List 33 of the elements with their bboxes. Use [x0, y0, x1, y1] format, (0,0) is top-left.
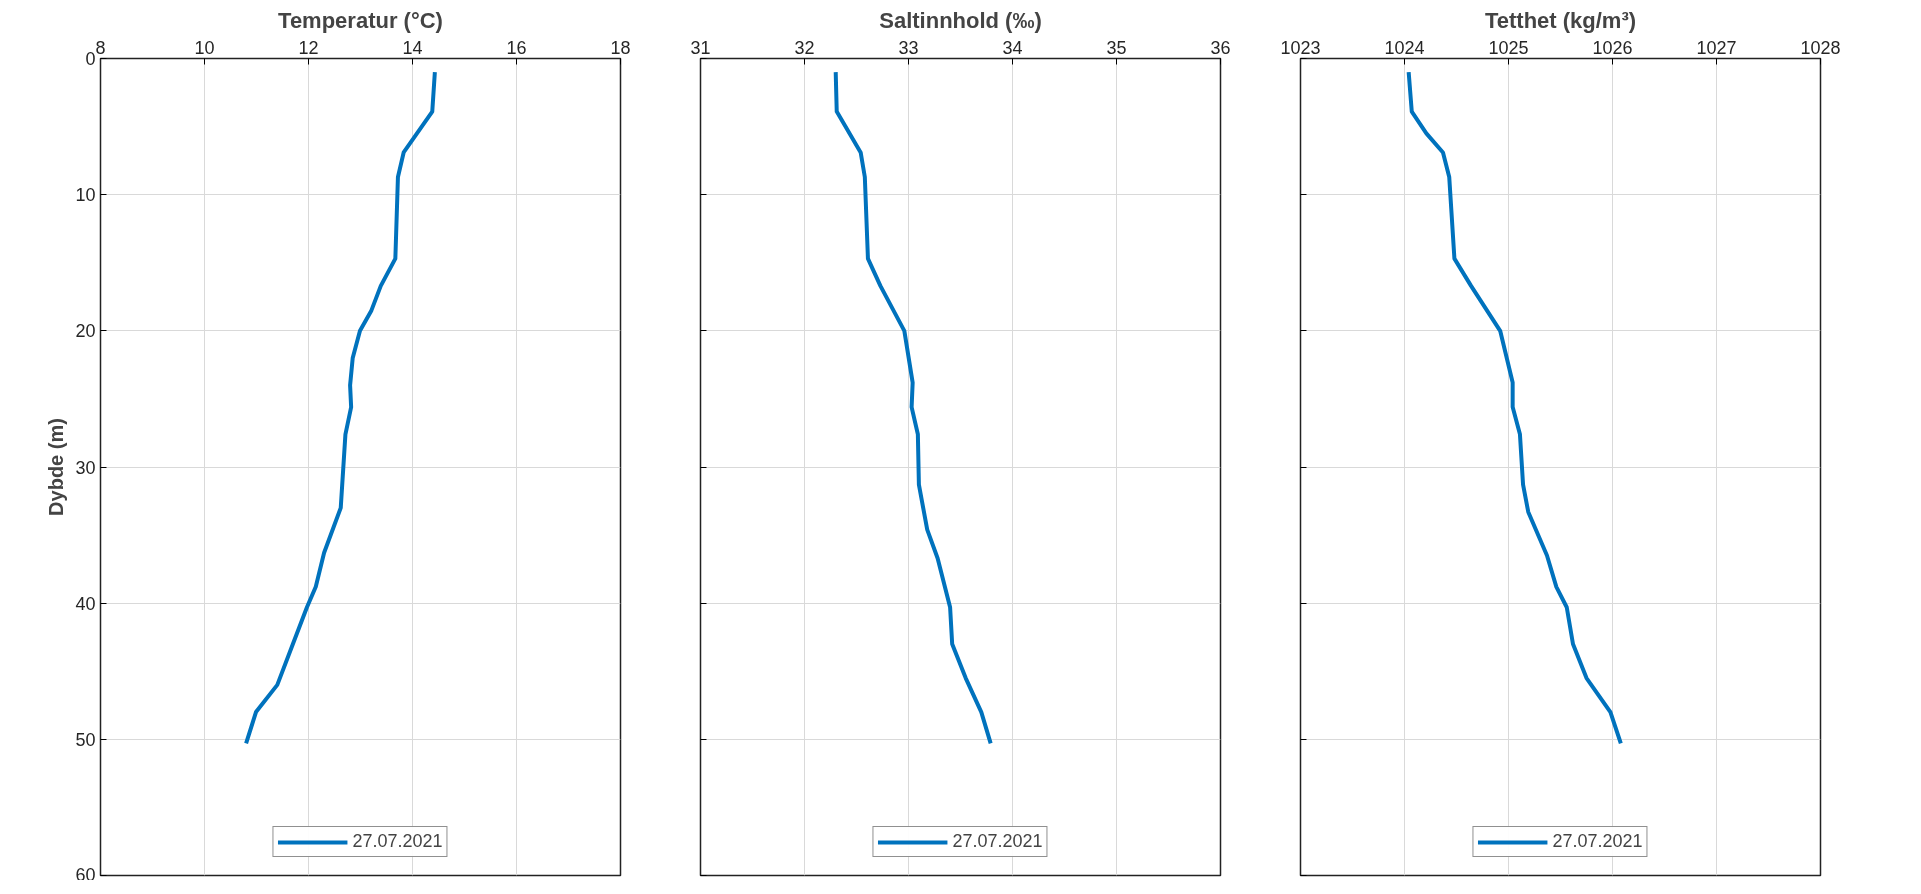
- x-tick-label: 31: [690, 37, 711, 58]
- legend-label: 27.07.2021: [952, 831, 1043, 852]
- x-tick-label: 32: [794, 37, 815, 58]
- y-tick-label: 30: [75, 457, 96, 478]
- x-tick-label: 14: [402, 37, 423, 58]
- chart-title: Saltinnhold (‰): [879, 7, 1042, 33]
- y-tick-label: 20: [75, 321, 96, 342]
- x-tick-label: 1028: [1800, 37, 1841, 58]
- x-tick-label: 8: [95, 37, 106, 58]
- x-tick-label: 34: [1002, 37, 1023, 58]
- x-tick-label: 16: [506, 37, 527, 58]
- legend-label: 27.07.2021: [352, 831, 443, 852]
- x-tick-label: 12: [298, 37, 319, 58]
- legend-label: 27.07.2021: [1552, 831, 1643, 852]
- y-tick-label: 60: [75, 864, 96, 885]
- y-axis-title: Dybde (m): [45, 418, 68, 516]
- x-tick-label: 35: [1106, 37, 1127, 58]
- y-tick-label: 10: [75, 185, 96, 206]
- x-tick-label: 1026: [1592, 37, 1633, 58]
- x-tick-label: 1025: [1488, 37, 1529, 58]
- x-tick-label: 10: [194, 37, 215, 58]
- x-tick-label: 1027: [1696, 37, 1737, 58]
- x-tick-label: 33: [898, 37, 919, 58]
- y-tick-label: 50: [75, 729, 96, 750]
- x-tick-label: 1023: [1280, 37, 1321, 58]
- chart-title: Tetthet (kg/m³): [1484, 7, 1637, 33]
- chart-title: Temperatur (°C): [278, 7, 443, 33]
- y-tick-label: 40: [75, 593, 96, 614]
- x-tick-label: 36: [1210, 37, 1231, 58]
- line-series: [244, 70, 437, 746]
- x-tick-label: 18: [610, 37, 631, 58]
- x-tick-label: 1024: [1384, 37, 1425, 58]
- y-tick-label: 0: [85, 49, 96, 69]
